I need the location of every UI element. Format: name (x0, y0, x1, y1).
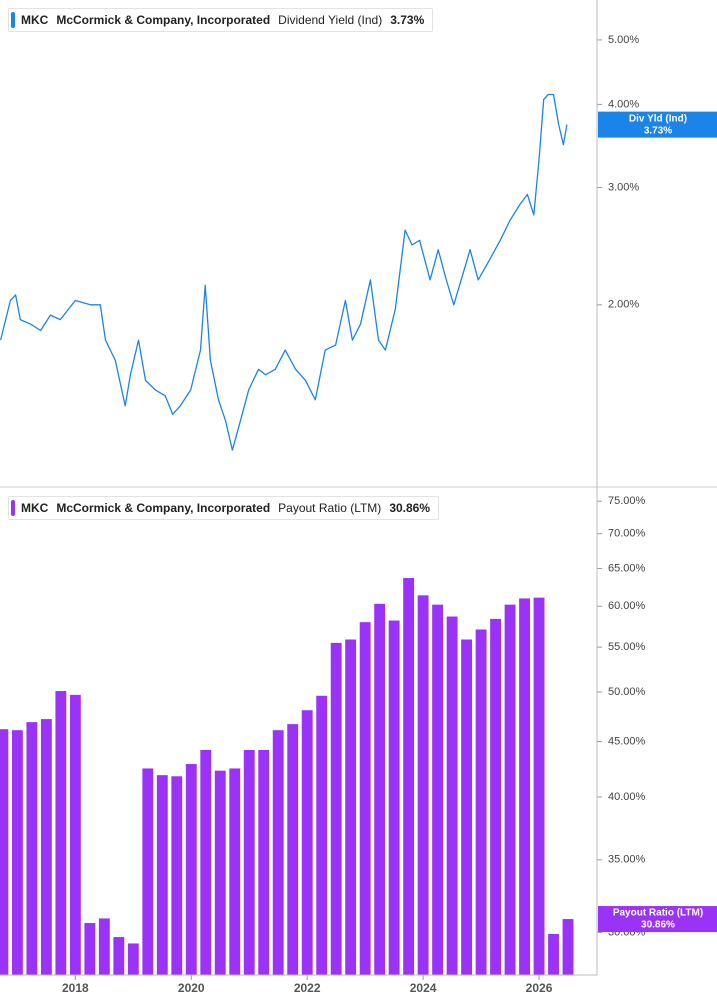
bar (98, 918, 110, 975)
bar (504, 604, 516, 975)
bar (316, 695, 328, 975)
bar (403, 578, 415, 975)
line-series (0, 93, 568, 451)
legend-header: MKC McCormick & Company, Incorporated Pa… (8, 496, 440, 520)
x-tick-label: 2024 (410, 981, 437, 995)
x-tick-label: 2022 (294, 981, 321, 995)
bar (171, 776, 183, 975)
y-tick-label: 3.00% (608, 181, 639, 193)
x-tick-label: 2020 (178, 981, 205, 995)
legend-swatch (11, 500, 15, 516)
bar (258, 750, 270, 975)
company: McCormick & Company, Incorporated (56, 501, 271, 515)
y-tick-label: 45.00% (608, 735, 646, 747)
legend-header: MKC McCormick & Company, Incorporated Di… (8, 8, 434, 32)
bar (490, 618, 502, 975)
bar (533, 597, 545, 975)
bar (185, 764, 197, 975)
badge-value: 3.73% (644, 125, 672, 136)
bar (345, 639, 357, 975)
y-tick-label: 4.00% (608, 98, 639, 110)
bar (272, 730, 284, 975)
bar (11, 730, 23, 975)
bar (0, 729, 9, 975)
value-badge (598, 906, 717, 933)
current-value: 3.73% (390, 13, 425, 27)
bar (243, 750, 255, 975)
badge-name: Payout Ratio (LTM) (613, 908, 703, 919)
value-badge (598, 111, 717, 138)
bar (26, 722, 38, 975)
ticker: MKC (21, 13, 49, 27)
bar (330, 642, 342, 975)
bar (156, 775, 168, 975)
current-value: 30.86% (389, 501, 431, 515)
bar (40, 719, 52, 975)
bar (562, 919, 574, 975)
bar (113, 937, 125, 975)
y-tick-label: 40.00% (608, 791, 646, 803)
bar (69, 694, 81, 975)
y-tick-label: 35.00% (608, 854, 646, 866)
bar (55, 691, 67, 975)
bar (446, 616, 458, 975)
x-tick-label: 2026 (526, 981, 553, 995)
badge-name: Div Yld (Ind) (629, 113, 687, 124)
y-tick-label: 65.00% (608, 562, 646, 574)
bar (388, 620, 400, 975)
metric: Payout Ratio (LTM) (278, 501, 382, 515)
ticker: MKC (21, 501, 49, 515)
bar (417, 595, 429, 975)
bar (374, 603, 386, 975)
y-tick-label: 60.00% (608, 600, 646, 612)
company: McCormick & Company, Incorporated (56, 13, 271, 27)
bar (84, 923, 96, 975)
bar (301, 710, 313, 975)
y-tick-label: 5.00% (608, 34, 639, 46)
x-tick-label: 2018 (62, 981, 89, 995)
bar (432, 604, 444, 975)
y-tick-label: 70.00% (608, 528, 646, 540)
bar (475, 629, 487, 975)
bar (142, 768, 154, 975)
bar (359, 622, 371, 975)
y-tick-label: 75.00% (608, 495, 646, 507)
bar (548, 933, 559, 975)
bar (200, 750, 212, 975)
metric: Dividend Yield (Ind) (278, 13, 383, 27)
badge-value: 30.86% (641, 920, 675, 931)
bar (214, 770, 226, 975)
legend-swatch (11, 12, 15, 28)
bar (229, 768, 241, 975)
y-tick-label: 2.00% (608, 299, 639, 311)
bar (287, 724, 299, 975)
y-tick-label: 55.00% (608, 641, 646, 653)
bar (461, 639, 473, 975)
y-tick-label: 50.00% (608, 686, 646, 698)
bar (127, 943, 139, 975)
bar (519, 598, 530, 975)
